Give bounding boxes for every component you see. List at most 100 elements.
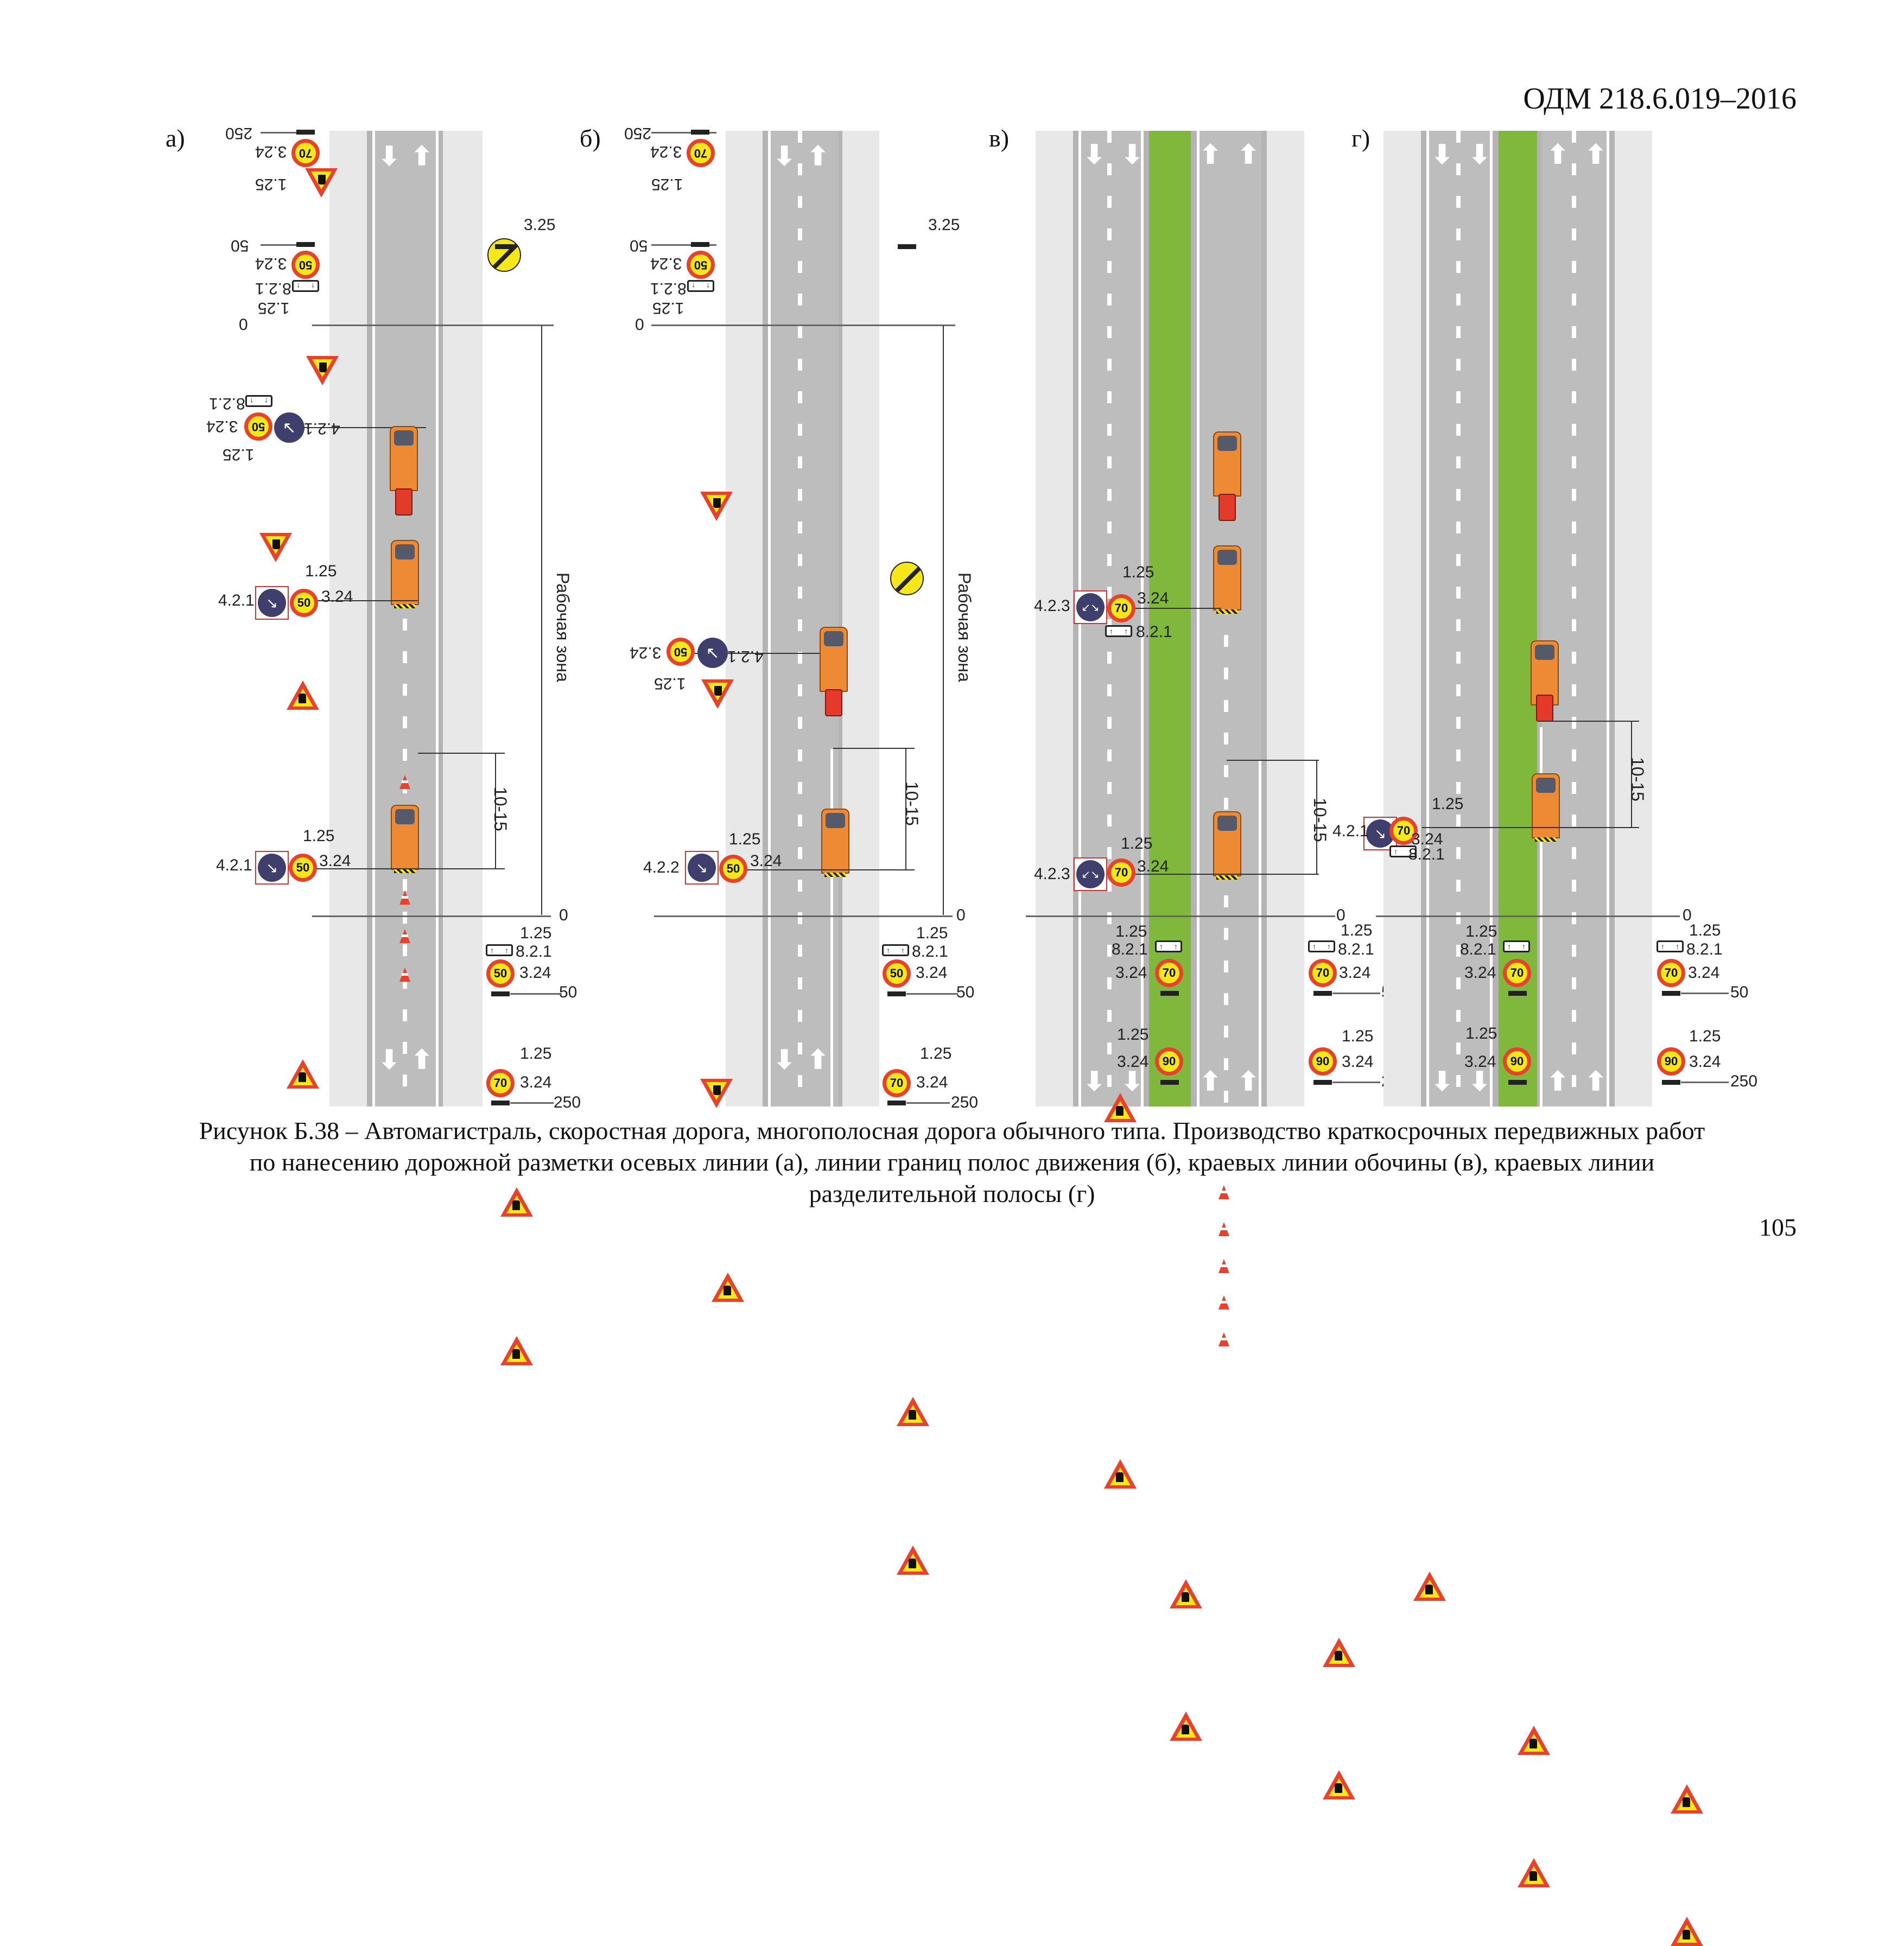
- sign-base: [887, 991, 906, 996]
- speed-limit-sign: 50: [291, 251, 320, 279]
- zone-start-line: [651, 325, 955, 326]
- distance-line: [261, 244, 315, 246]
- sign-base: [1508, 991, 1527, 996]
- direction-plate: ↑ ↑: [687, 280, 714, 292]
- distance-label: 0: [956, 906, 966, 924]
- lane-arrow-down-icon: ⬇: [378, 1046, 401, 1074]
- distance-line: [906, 993, 958, 995]
- sign-base: [887, 1101, 906, 1105]
- sign-code: 1.25: [223, 446, 255, 463]
- leader-line: [301, 868, 505, 869]
- sign-code: 1.25: [1432, 795, 1464, 813]
- plate-arrow-icon: ↑: [886, 946, 890, 955]
- distance-line: [651, 244, 716, 246]
- edge-line: [1490, 131, 1493, 1106]
- distance-line: [1681, 1082, 1729, 1083]
- direction-plate: ↑ ↑: [1503, 940, 1530, 952]
- road-works-sign: [259, 533, 292, 562]
- speed-limit-sign: 90: [1657, 1047, 1685, 1076]
- sign-code: 3.24: [750, 852, 782, 870]
- sign-code: 1.25: [1342, 1027, 1374, 1045]
- sign-code: 1.25: [652, 299, 684, 317]
- marking-trailer: [395, 488, 412, 516]
- sign-code: 1.25: [1465, 1025, 1497, 1042]
- sign-code: 8.2.1: [209, 395, 245, 412]
- zone-end-line: [1376, 915, 1680, 917]
- sign-code: 3.24: [1464, 964, 1496, 982]
- sign-code: 3.24: [1115, 964, 1147, 982]
- edge-line: [436, 131, 439, 1106]
- road-works-sign: [1413, 1572, 1446, 1601]
- speed-limit-sign: 50: [290, 589, 318, 617]
- traffic-cone: [1218, 1332, 1229, 1346]
- sign-code: 1.25: [1689, 1027, 1721, 1045]
- sign-code: 3.24: [206, 417, 238, 435]
- direction-plate: ↑ ↑: [245, 395, 272, 407]
- page-number: 105: [1759, 1213, 1797, 1241]
- traffic-cone: [1218, 1295, 1229, 1309]
- gap-label: 10-15: [491, 787, 510, 831]
- direction-plate: ↑ ↑: [486, 944, 513, 956]
- road-works-sign: [712, 1273, 744, 1302]
- speed-limit-sign: 90: [1503, 1047, 1531, 1076]
- sign-code: 1.25: [1341, 921, 1373, 939]
- dimension-arrow: [905, 748, 906, 869]
- plate-arrow-icon: ↑: [901, 946, 905, 955]
- plate-arrow-icon: ↑: [1522, 942, 1526, 951]
- leader-line: [296, 427, 426, 428]
- panel-v: в) ⬇ ⬇ ⬆ ⬆ ⬇ ⬇ ⬆ ⬆ 1.25 ↙↘ 4.2.3 70 3.24…: [0, 124, 1904, 1799]
- sign-base: [691, 130, 709, 135]
- new-lane-line: [830, 749, 833, 1106]
- plate-arrow-icon: ↑: [1327, 942, 1331, 951]
- plate-arrow-icon: ↑: [1109, 627, 1113, 635]
- edge-line: [1141, 131, 1144, 1106]
- sign-code: 1.25: [1117, 1026, 1149, 1044]
- lane-arrow-up-icon: ⬆: [807, 1046, 829, 1074]
- distance-line: [1332, 993, 1380, 994]
- arrow-icon: ↘: [266, 594, 278, 611]
- plate-arrow-icon: ↑: [1507, 942, 1511, 951]
- direction-plate: ↑ ↑: [1105, 625, 1132, 637]
- lane-dashed-line: [1456, 131, 1461, 1106]
- distance-label: 0: [239, 316, 248, 334]
- speed-limit-sign: 70: [883, 1069, 911, 1097]
- marking-truck: [820, 627, 848, 692]
- plate-arrow-icon: ↑: [1394, 847, 1398, 856]
- sign-code: 3.24: [1464, 1053, 1496, 1071]
- speed-limit-sign: 70: [1389, 817, 1418, 845]
- sign-code: 4.2.1: [218, 592, 255, 609]
- plate-arrow-icon: ↑: [490, 946, 494, 955]
- cover-truck: [391, 805, 419, 873]
- sign-code: 3.24: [1342, 1053, 1374, 1071]
- keep-side-sign: ↖: [697, 638, 728, 668]
- distance-label: 250: [225, 124, 253, 142]
- distance-label: 0: [559, 906, 568, 924]
- distance-label: 50: [559, 983, 577, 1001]
- lane-arrow-up-icon: ⬆: [807, 142, 829, 171]
- sign-code: 3.24: [1339, 964, 1371, 982]
- speed-limit-sign: 70: [1503, 959, 1531, 987]
- panel-a: а) ⬇ ⬆ ⬇ ⬆ 250 70 3.24 1.25 3.25 50 50 3…: [0, 0, 1904, 1365]
- road-works-sign: [701, 679, 734, 709]
- dimension-line: [833, 748, 915, 749]
- sign-code: 3.25: [928, 216, 960, 234]
- sign-code: 8.2.1: [1136, 623, 1172, 641]
- caption-line: по нанесению дорожной разметки осевых ли…: [249, 1148, 1655, 1176]
- edge-line: [768, 131, 771, 1106]
- distance-label: 250: [951, 1093, 979, 1111]
- sign-code: 4.2.1: [304, 419, 340, 437]
- distance-line: [510, 993, 562, 995]
- sign-code: 4.2.2: [643, 858, 680, 876]
- distance-line: [510, 1102, 554, 1104]
- work-zone-label: Рабочая зона: [955, 573, 974, 682]
- sign-base: [491, 991, 510, 996]
- direction-plate: ↑ ↑: [292, 280, 319, 292]
- arrow-icon: ↖: [282, 418, 296, 437]
- sign-code: 3.25: [524, 216, 556, 234]
- gap-label: 10-15: [902, 781, 922, 826]
- sign-base: [1662, 1080, 1680, 1085]
- sign-code: 1.25: [258, 299, 290, 317]
- direction-plate: ↑ ↑: [882, 944, 909, 956]
- dimension-arrow: [495, 753, 496, 869]
- speed-limit-sign: 50: [667, 638, 695, 666]
